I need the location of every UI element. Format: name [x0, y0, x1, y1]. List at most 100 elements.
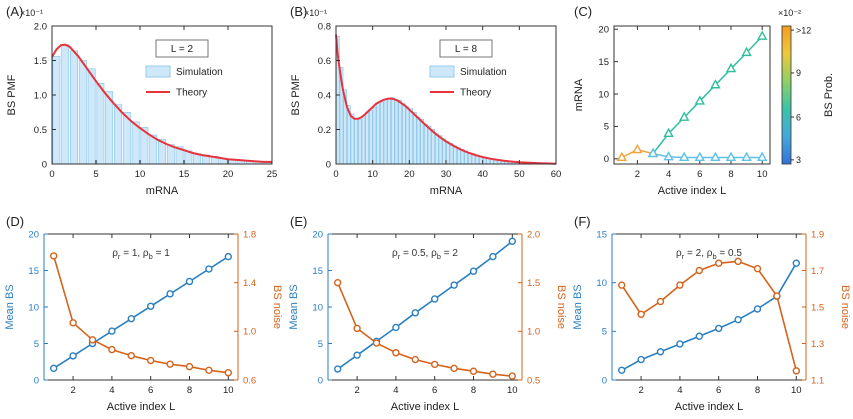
- svg-text:10: 10: [757, 169, 768, 180]
- svg-text:10: 10: [367, 169, 378, 180]
- svg-text:Active index L: Active index L: [658, 185, 726, 197]
- svg-text:40: 40: [477, 169, 488, 180]
- chart-c: 2 4 6 8 10 0 5 10 15 20 Active index L mRNA >12 9 6 3 ×1…: [573, 8, 835, 197]
- svg-text:BS PMF: BS PMF: [6, 74, 18, 115]
- svg-text:0: 0: [333, 169, 338, 180]
- svg-text:0.5: 0.5: [34, 125, 47, 136]
- svg-text:15: 15: [28, 266, 39, 277]
- svg-text:15: 15: [179, 169, 190, 180]
- svg-text:0: 0: [602, 375, 607, 386]
- svg-text:3: 3: [796, 155, 801, 165]
- svg-text:ρr = 0.5, ρb = 2: ρr = 0.5, ρb = 2: [392, 248, 458, 261]
- svg-text:5: 5: [602, 327, 607, 338]
- svg-text:0: 0: [326, 159, 331, 170]
- svg-text:BS Prob.: BS Prob.: [823, 73, 835, 117]
- svg-text:10: 10: [507, 385, 518, 396]
- svg-text:6: 6: [716, 385, 721, 396]
- svg-text:6: 6: [697, 169, 702, 180]
- svg-text:0: 0: [42, 159, 47, 170]
- svg-text:0.8: 0.8: [318, 21, 331, 32]
- svg-text:8: 8: [187, 385, 192, 396]
- svg-text:5: 5: [604, 122, 609, 133]
- panel-label-b: (B): [290, 4, 308, 19]
- svg-text:Mean BS: Mean BS: [4, 284, 16, 329]
- svg-text:1.8: 1.8: [243, 229, 256, 240]
- svg-text:×10⁻¹: ×10⁻¹: [304, 8, 327, 18]
- svg-text:Theory: Theory: [176, 88, 207, 99]
- svg-text:15: 15: [598, 57, 609, 68]
- chart-a: 0 5 10 15 20 25 0 0.5 1.0 1.5 2.0 mRNA BS PMF ×10⁻¹ L …: [6, 8, 278, 197]
- chart-f: 2 4 6 8 10 0 5 10 15 1.1 1.3 1.5 1.7 1.9 Active index …: [572, 229, 851, 413]
- svg-text:0: 0: [49, 169, 54, 180]
- svg-text:1.0: 1.0: [243, 327, 256, 338]
- svg-text:8: 8: [755, 385, 760, 396]
- panel-d: (D) 2 4 6 8 10 0 5 10 15 20 0.6 1.0 1.4 1.8 Active ind…: [0, 210, 284, 419]
- svg-text:20: 20: [598, 25, 609, 36]
- svg-text:10: 10: [791, 385, 802, 396]
- svg-text:2: 2: [70, 385, 75, 396]
- svg-text:0: 0: [34, 375, 39, 386]
- svg-text:5: 5: [318, 339, 323, 350]
- svg-text:1.0: 1.0: [527, 327, 540, 338]
- panel-b: (B) 0 10 20 30 40 50 60 0 0.2 0.4 0.6 0.8 mRNA BS PMF…: [284, 0, 568, 210]
- svg-text:25: 25: [267, 169, 278, 180]
- svg-text:4: 4: [109, 385, 114, 396]
- svg-text:4: 4: [677, 385, 682, 396]
- svg-text:1.1: 1.1: [811, 375, 824, 386]
- svg-text:50: 50: [514, 169, 525, 180]
- svg-text:0.5: 0.5: [527, 375, 540, 386]
- svg-text:6: 6: [796, 112, 801, 122]
- svg-text:Active index L: Active index L: [675, 401, 743, 413]
- svg-text:5: 5: [34, 339, 39, 350]
- svg-text:60: 60: [551, 169, 562, 180]
- panel-label-f: (F): [574, 214, 591, 229]
- svg-text:ρr = 1, ρb = 1: ρr = 1, ρb = 1: [112, 248, 170, 261]
- panel-label-a: (A): [6, 4, 24, 19]
- svg-text:6: 6: [148, 385, 153, 396]
- svg-text:4: 4: [666, 169, 671, 180]
- svg-text:Theory: Theory: [460, 88, 491, 99]
- svg-text:10: 10: [28, 302, 39, 313]
- svg-text:20: 20: [28, 229, 39, 240]
- svg-text:0.4: 0.4: [318, 90, 331, 101]
- svg-text:Simulation: Simulation: [460, 67, 507, 78]
- svg-text:Simulation: Simulation: [176, 67, 223, 78]
- svg-text:2.0: 2.0: [34, 21, 47, 32]
- chart-b: 0 10 20 30 40 50 60 0 0.2 0.4 0.6 0.8 mRNA BS PMF ×10⁻…: [290, 8, 562, 197]
- svg-text:mRNA: mRNA: [430, 185, 463, 197]
- svg-text:Active index L: Active index L: [107, 401, 175, 413]
- svg-text:8: 8: [471, 385, 476, 396]
- panel-label-c: (C): [574, 4, 593, 19]
- svg-text:9: 9: [796, 68, 801, 78]
- svg-text:10: 10: [596, 278, 607, 289]
- svg-text:>12: >12: [796, 25, 811, 35]
- svg-text:20: 20: [312, 229, 323, 240]
- svg-text:L = 8: L = 8: [455, 44, 478, 55]
- svg-text:mRNA: mRNA: [573, 78, 585, 111]
- svg-text:0: 0: [604, 154, 609, 165]
- svg-text:Mean BS: Mean BS: [288, 284, 300, 329]
- svg-text:2: 2: [635, 169, 640, 180]
- svg-text:×10⁻²: ×10⁻²: [778, 8, 801, 18]
- svg-text:1.5: 1.5: [811, 302, 824, 313]
- svg-text:BS noise: BS noise: [271, 285, 283, 329]
- svg-text:2: 2: [354, 385, 359, 396]
- svg-text:10: 10: [598, 89, 609, 100]
- svg-text:0: 0: [318, 375, 323, 386]
- svg-text:1.3: 1.3: [811, 339, 824, 350]
- chart-e: 2 4 6 8 10 0 5 10 15 20 0.5 1.0 1.5 2.0 Active index L…: [288, 229, 567, 413]
- svg-text:10: 10: [135, 169, 146, 180]
- svg-text:BS PMF: BS PMF: [290, 74, 302, 115]
- panel-c: (C) 2 4 6 8 10 0 5 10 15 20 Active index L mRNA >12 9…: [568, 0, 853, 210]
- svg-text:1.9: 1.9: [811, 229, 824, 240]
- svg-text:10: 10: [223, 385, 234, 396]
- svg-text:mRNA: mRNA: [146, 185, 179, 197]
- svg-text:1.0: 1.0: [34, 90, 47, 101]
- svg-text:Active index L: Active index L: [391, 401, 459, 413]
- panel-a: (A) 0 5 10 15 20 25 0 0.5 1.0 1.5 2.0 mRNA BS PMF ×10…: [0, 0, 284, 210]
- svg-text:1.4: 1.4: [243, 278, 256, 289]
- svg-text:20: 20: [404, 169, 415, 180]
- svg-text:1.5: 1.5: [527, 278, 540, 289]
- svg-text:×10⁻¹: ×10⁻¹: [20, 8, 43, 18]
